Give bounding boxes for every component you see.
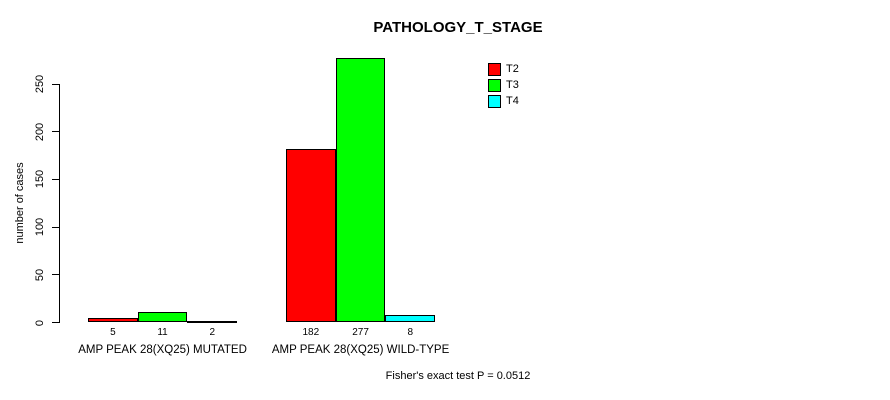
legend-label: T2 [506,63,519,75]
legend: T2 T3 T4 [488,63,519,108]
bar-value-label: 5 [110,326,116,338]
y-tick-label: 150 [34,170,46,189]
legend-item: T2 [488,63,519,76]
category-label: AMP PEAK 28(XQ25) MUTATED [78,343,247,356]
y-tick-label: 200 [34,122,46,141]
legend-label: T4 [506,95,519,107]
y-tick-mark [52,226,59,228]
legend-swatch-t4 [488,95,501,108]
bar-t3-group-1 [335,58,386,323]
bar-t3-group-0 [137,312,188,323]
annotation-text: Fisher's exact test P = 0.0512 [385,370,531,382]
legend-swatch-t3 [488,79,501,92]
y-tick-mark [52,131,59,133]
bar-t2-group-0 [88,317,138,323]
bar-t4-group-0 [187,320,238,323]
bar-value-label: 8 [407,326,414,338]
y-tick-mark [52,178,59,180]
y-axis-label: number of cases [14,162,26,244]
y-axis-line [59,84,60,323]
y-tick-mark [52,322,59,323]
legend-label: T3 [506,79,519,91]
bar-t2-group-1 [286,148,336,323]
legend-swatch-t2 [488,63,501,76]
bar-value-label: 182 [302,326,320,338]
chart-title: PATHOLOGY_T_STAGE [373,19,543,36]
bar-t4-group-1 [385,314,436,323]
y-tick-label: 100 [34,217,46,237]
bar-value-label: 11 [157,326,168,338]
bar-value-label: 277 [352,326,369,338]
y-tick-mark [52,274,59,276]
legend-item: T4 [488,95,519,108]
y-tick-mark [52,83,59,85]
y-tick-label: 250 [34,74,46,94]
bar-value-label: 2 [209,326,216,338]
y-tick-label: 50 [34,268,46,281]
legend-item: T3 [488,79,519,92]
y-tick-label: 0 [34,319,46,326]
category-label: AMP PEAK 28(XQ25) WILD-TYPE [271,343,450,356]
